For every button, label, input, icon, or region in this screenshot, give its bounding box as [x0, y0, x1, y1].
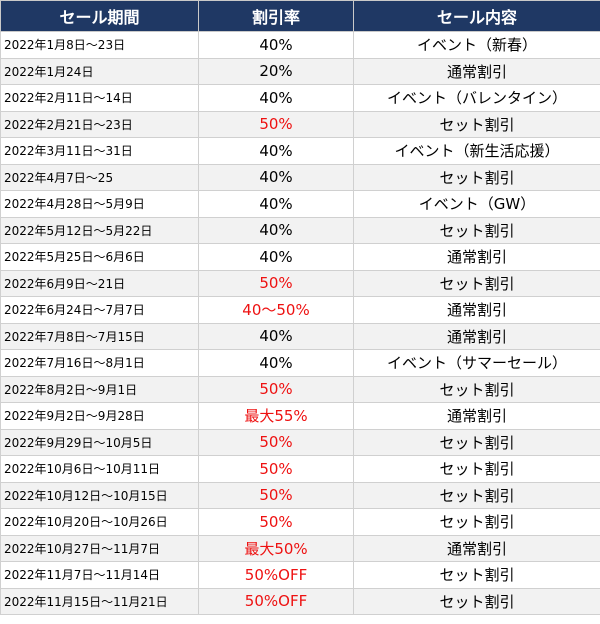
header-sale-period: セール期間 — [0, 0, 199, 32]
discount-rate-cell: 50% — [198, 269, 354, 297]
table-row: 2022年4月28日〜5月9日 40% イベント（GW） — [0, 190, 600, 218]
discount-rate-cell: 40% — [198, 322, 354, 350]
table-row: 2022年5月25日〜6月6日 40% 通常割引 — [0, 243, 600, 271]
table-row: 2022年9月2日〜9月28日 最大55% 通常割引 — [0, 402, 600, 430]
table-row: 2022年1月24日 20% 通常割引 — [0, 57, 600, 85]
discount-rate-cell: 40% — [198, 84, 354, 112]
table-row: 2022年6月9日〜21日 50% セット割引 — [0, 269, 600, 297]
sale-content-cell: イベント（サマーセール） — [353, 349, 600, 377]
discount-rate-cell: 40% — [198, 349, 354, 377]
discount-rate-cell: 50%OFF — [198, 587, 354, 615]
sale-period-cell: 2022年10月27日〜11月7日 — [0, 534, 199, 562]
sale-content-cell: セット割引 — [353, 269, 600, 297]
header-row: セール期間 割引率 セール内容 — [0, 0, 600, 32]
table-row: 2022年10月12日〜10月15日 50% セット割引 — [0, 481, 600, 509]
table-row: 2022年10月6日〜10月11日 50% セット割引 — [0, 455, 600, 483]
table-row: 2022年7月16日〜8月1日 40% イベント（サマーセール） — [0, 349, 600, 377]
sale-period-cell: 2022年1月24日 — [0, 57, 199, 85]
sale-content-cell: セット割引 — [353, 481, 600, 509]
discount-rate-cell: 50%OFF — [198, 561, 354, 589]
table-row: 2022年3月11日〜31日 40% イベント（新生活応援） — [0, 137, 600, 165]
header-discount-rate: 割引率 — [198, 0, 354, 32]
sale-period-cell: 2022年9月2日〜9月28日 — [0, 402, 199, 430]
sale-period-cell: 2022年5月12日〜5月22日 — [0, 216, 199, 244]
table-header: セール期間 割引率 セール内容 — [0, 0, 600, 32]
sale-content-cell: 通常割引 — [353, 322, 600, 350]
sale-period-cell: 2022年6月24日〜7月7日 — [0, 296, 199, 324]
discount-rate-cell: 50% — [198, 110, 354, 138]
table-row: 2022年8月2日〜9月1日 50% セット割引 — [0, 375, 600, 403]
sale-content-cell: セット割引 — [353, 110, 600, 138]
sale-period-cell: 2022年4月28日〜5月9日 — [0, 190, 199, 218]
table-body: 2022年1月8日〜23日 40% イベント（新春） 2022年1月24日 20% 通常割… — [0, 31, 600, 615]
sale-period-cell: 2022年9月29日〜10月5日 — [0, 428, 199, 456]
sale-period-cell: 2022年10月6日〜10月11日 — [0, 455, 199, 483]
discount-rate-cell: 40% — [198, 216, 354, 244]
sale-content-cell: セット割引 — [353, 508, 600, 536]
table-row: 2022年6月24日〜7月7日 40〜50% 通常割引 — [0, 296, 600, 324]
discount-rate-cell: 40% — [198, 31, 354, 59]
discount-rate-cell: 50% — [198, 508, 354, 536]
header-sale-content: セール内容 — [353, 0, 600, 32]
discount-rate-cell: 50% — [198, 455, 354, 483]
sale-content-cell: 通常割引 — [353, 243, 600, 271]
discount-rate-cell: 40〜50% — [198, 296, 354, 324]
table-row: 2022年5月12日〜5月22日 40% セット割引 — [0, 216, 600, 244]
sale-period-cell: 2022年7月8日〜7月15日 — [0, 322, 199, 350]
sale-period-cell: 2022年7月16日〜8月1日 — [0, 349, 199, 377]
table-row: 2022年7月8日〜7月15日 40% 通常割引 — [0, 322, 600, 350]
sale-content-cell: セット割引 — [353, 375, 600, 403]
sale-period-cell: 2022年1月8日〜23日 — [0, 31, 199, 59]
discount-rate-cell: 最大50% — [198, 534, 354, 562]
sale-content-cell: イベント（GW） — [353, 190, 600, 218]
sale-period-cell: 2022年6月9日〜21日 — [0, 269, 199, 297]
sale-content-cell: セット割引 — [353, 163, 600, 191]
table-row: 2022年9月29日〜10月5日 50% セット割引 — [0, 428, 600, 456]
discount-rate-cell: 最大55% — [198, 402, 354, 430]
sale-period-cell: 2022年10月12日〜10月15日 — [0, 481, 199, 509]
table-row: 2022年1月8日〜23日 40% イベント（新春） — [0, 31, 600, 59]
sale-period-cell: 2022年11月15日〜11月21日 — [0, 587, 199, 615]
discount-rate-cell: 50% — [198, 481, 354, 509]
discount-rate-cell: 40% — [198, 137, 354, 165]
sale-period-cell: 2022年10月20日〜10月26日 — [0, 508, 199, 536]
sale-content-cell: 通常割引 — [353, 534, 600, 562]
sale-content-cell: イベント（新春） — [353, 31, 600, 59]
sale-content-cell: 通常割引 — [353, 402, 600, 430]
discount-rate-cell: 40% — [198, 190, 354, 218]
sale-period-cell: 2022年4月7日〜25 — [0, 163, 199, 191]
table-row: 2022年11月7日〜11月14日 50%OFF セット割引 — [0, 561, 600, 589]
sale-period-cell: 2022年5月25日〜6月6日 — [0, 243, 199, 271]
sale-period-cell: 2022年3月11日〜31日 — [0, 137, 199, 165]
sale-content-cell: セット割引 — [353, 587, 600, 615]
sale-period-cell: 2022年2月21日〜23日 — [0, 110, 199, 138]
discount-rate-cell: 40% — [198, 163, 354, 191]
sale-content-cell: セット割引 — [353, 216, 600, 244]
sale-content-cell: セット割引 — [353, 561, 600, 589]
table-row: 2022年11月15日〜11月21日 50%OFF セット割引 — [0, 587, 600, 615]
sale-content-cell: 通常割引 — [353, 296, 600, 324]
table-row: 2022年2月21日〜23日 50% セット割引 — [0, 110, 600, 138]
sale-content-cell: イベント（バレンタイン） — [353, 84, 600, 112]
sale-content-cell: セット割引 — [353, 455, 600, 483]
sale-content-cell: セット割引 — [353, 428, 600, 456]
table-row: 2022年2月11日〜14日 40% イベント（バレンタイン） — [0, 84, 600, 112]
sale-period-cell: 2022年11月7日〜11月14日 — [0, 561, 199, 589]
discount-rate-cell: 50% — [198, 375, 354, 403]
sale-period-cell: 2022年2月11日〜14日 — [0, 84, 199, 112]
table-row: 2022年10月20日〜10月26日 50% セット割引 — [0, 508, 600, 536]
discount-rate-cell: 50% — [198, 428, 354, 456]
table-row: 2022年4月7日〜25 40% セット割引 — [0, 163, 600, 191]
discount-rate-cell: 20% — [198, 57, 354, 85]
sale-content-cell: イベント（新生活応援） — [353, 137, 600, 165]
discount-rate-cell: 40% — [198, 243, 354, 271]
table-row: 2022年10月27日〜11月7日 最大50% 通常割引 — [0, 534, 600, 562]
sale-period-cell: 2022年8月2日〜9月1日 — [0, 375, 199, 403]
sale-content-cell: 通常割引 — [353, 57, 600, 85]
